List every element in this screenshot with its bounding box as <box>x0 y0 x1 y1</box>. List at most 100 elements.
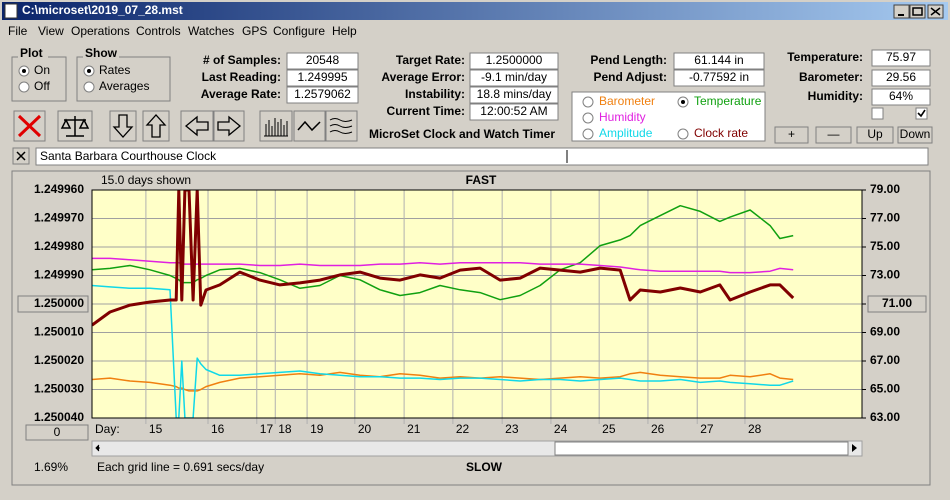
readout-label: Current Time: <box>387 104 465 118</box>
checkbox[interactable] <box>871 107 884 120</box>
group-label: Plot <box>20 46 43 60</box>
offset-button-label: 0 <box>54 425 61 439</box>
series-line <box>92 284 794 418</box>
legend-label: Barometer <box>599 94 655 108</box>
down-button[interactable] <box>109 110 137 142</box>
x-tick-label: 16 <box>211 422 225 436</box>
sensor-box <box>571 91 766 142</box>
window-buttons[interactable] <box>893 4 944 19</box>
chart-title: FAST <box>466 173 497 187</box>
readout-box <box>469 52 559 70</box>
readout-box <box>871 88 931 106</box>
readout-label: Average Rate: <box>201 87 281 101</box>
line-button[interactable] <box>293 110 326 142</box>
app-icon <box>4 3 18 19</box>
scroll-right[interactable] <box>852 444 857 452</box>
readout-label: # of Samples: <box>203 53 281 67</box>
readout-value: -0.77592 in <box>689 70 749 84</box>
series-radio[interactable] <box>677 128 689 140</box>
env-button-label: — <box>828 127 840 141</box>
icon <box>297 120 321 132</box>
legend-label: Amplitude <box>599 126 653 140</box>
env-button[interactable] <box>815 126 852 144</box>
checkbox[interactable] <box>915 107 928 120</box>
menu-item[interactable]: Controls <box>136 24 181 38</box>
y2-tick-label: 67.00 <box>870 353 900 367</box>
radio-label: Averages <box>99 79 149 93</box>
env-button-label: + <box>788 127 795 141</box>
series-line <box>92 190 795 327</box>
icon <box>145 114 167 138</box>
series-radio-dot <box>681 100 685 104</box>
y-tick-label: 1.249980 <box>34 239 84 253</box>
y-tick-label: 1.250040 <box>34 410 84 424</box>
readout-box <box>286 86 359 104</box>
bottom-label: SLOW <box>466 460 503 474</box>
x-tick-label: 26 <box>651 422 665 436</box>
series-radio[interactable] <box>582 128 594 140</box>
series-radio[interactable] <box>582 96 594 108</box>
readout-box <box>469 69 559 87</box>
reference-button[interactable] <box>867 295 927 313</box>
legend-label: Humidity <box>599 110 646 124</box>
env-button-label: Up <box>867 127 883 141</box>
readout-label: Barometer: <box>799 70 863 84</box>
y-tick-label: 1.250020 <box>34 353 84 367</box>
menu-item[interactable]: Watches <box>188 24 234 38</box>
menu-item[interactable]: Configure <box>273 24 325 38</box>
radio[interactable] <box>83 81 95 93</box>
menu-item[interactable]: Help <box>332 24 357 38</box>
radio[interactable] <box>18 81 30 93</box>
icon <box>264 118 288 137</box>
icon <box>17 114 42 138</box>
readout-box <box>469 86 559 104</box>
readout-value: 18.8 mins/day <box>477 87 552 101</box>
series-radio[interactable] <box>582 112 594 124</box>
menu-item[interactable]: Operations <box>71 24 130 38</box>
env-button[interactable] <box>774 126 809 144</box>
series-lines <box>92 190 795 418</box>
check <box>917 109 926 118</box>
radio-label: On <box>34 63 50 77</box>
menu-item[interactable]: File <box>8 24 28 38</box>
up-button[interactable] <box>142 110 170 142</box>
scroll-thumb[interactable] <box>554 441 849 456</box>
readout-value: 20548 <box>306 53 340 67</box>
x-tick-label: 21 <box>407 422 421 436</box>
readout-value: 64% <box>889 89 913 103</box>
toolbar <box>13 110 358 142</box>
readout-label: Pend Length: <box>590 53 667 67</box>
menu-item[interactable]: View <box>38 24 64 38</box>
x-tick-label: 18 <box>278 422 292 436</box>
readout-label: Pend Adjust: <box>593 70 667 84</box>
minimize-button[interactable] <box>893 4 910 19</box>
group-label-bg <box>18 49 48 61</box>
app-name: MicroSet Clock and Watch Timer <box>369 127 555 141</box>
reference-button[interactable] <box>17 295 89 313</box>
menu-item[interactable]: GPS <box>242 24 267 38</box>
env-button[interactable] <box>897 126 933 144</box>
x-tick-label: 20 <box>358 422 372 436</box>
readout-label: Instability: <box>405 87 465 101</box>
y-tick-label: 1.250010 <box>34 325 84 339</box>
percent: 1.69% <box>34 460 68 474</box>
readout-box <box>673 69 765 87</box>
readout-label: Target Rate: <box>396 53 465 67</box>
env-button-label: Down <box>900 127 931 141</box>
group-box <box>76 56 171 102</box>
clock-name-box[interactable] <box>35 147 929 166</box>
scroll-left[interactable] <box>95 444 100 452</box>
x-tick-label: 28 <box>748 422 762 436</box>
y2-tick-label: 71.00 <box>882 296 912 310</box>
icon <box>329 118 353 134</box>
offset-button[interactable] <box>25 424 89 441</box>
legend-label: Clock rate <box>694 126 748 140</box>
readout-value: -9.1 min/day <box>481 70 547 84</box>
readout-value: 1.2500000 <box>486 53 543 67</box>
grid-note: Each grid line = 0.691 secs/day <box>97 460 264 474</box>
icon <box>912 7 923 16</box>
radio-dot <box>22 69 26 73</box>
env-button[interactable] <box>856 126 894 144</box>
icon <box>930 7 941 16</box>
